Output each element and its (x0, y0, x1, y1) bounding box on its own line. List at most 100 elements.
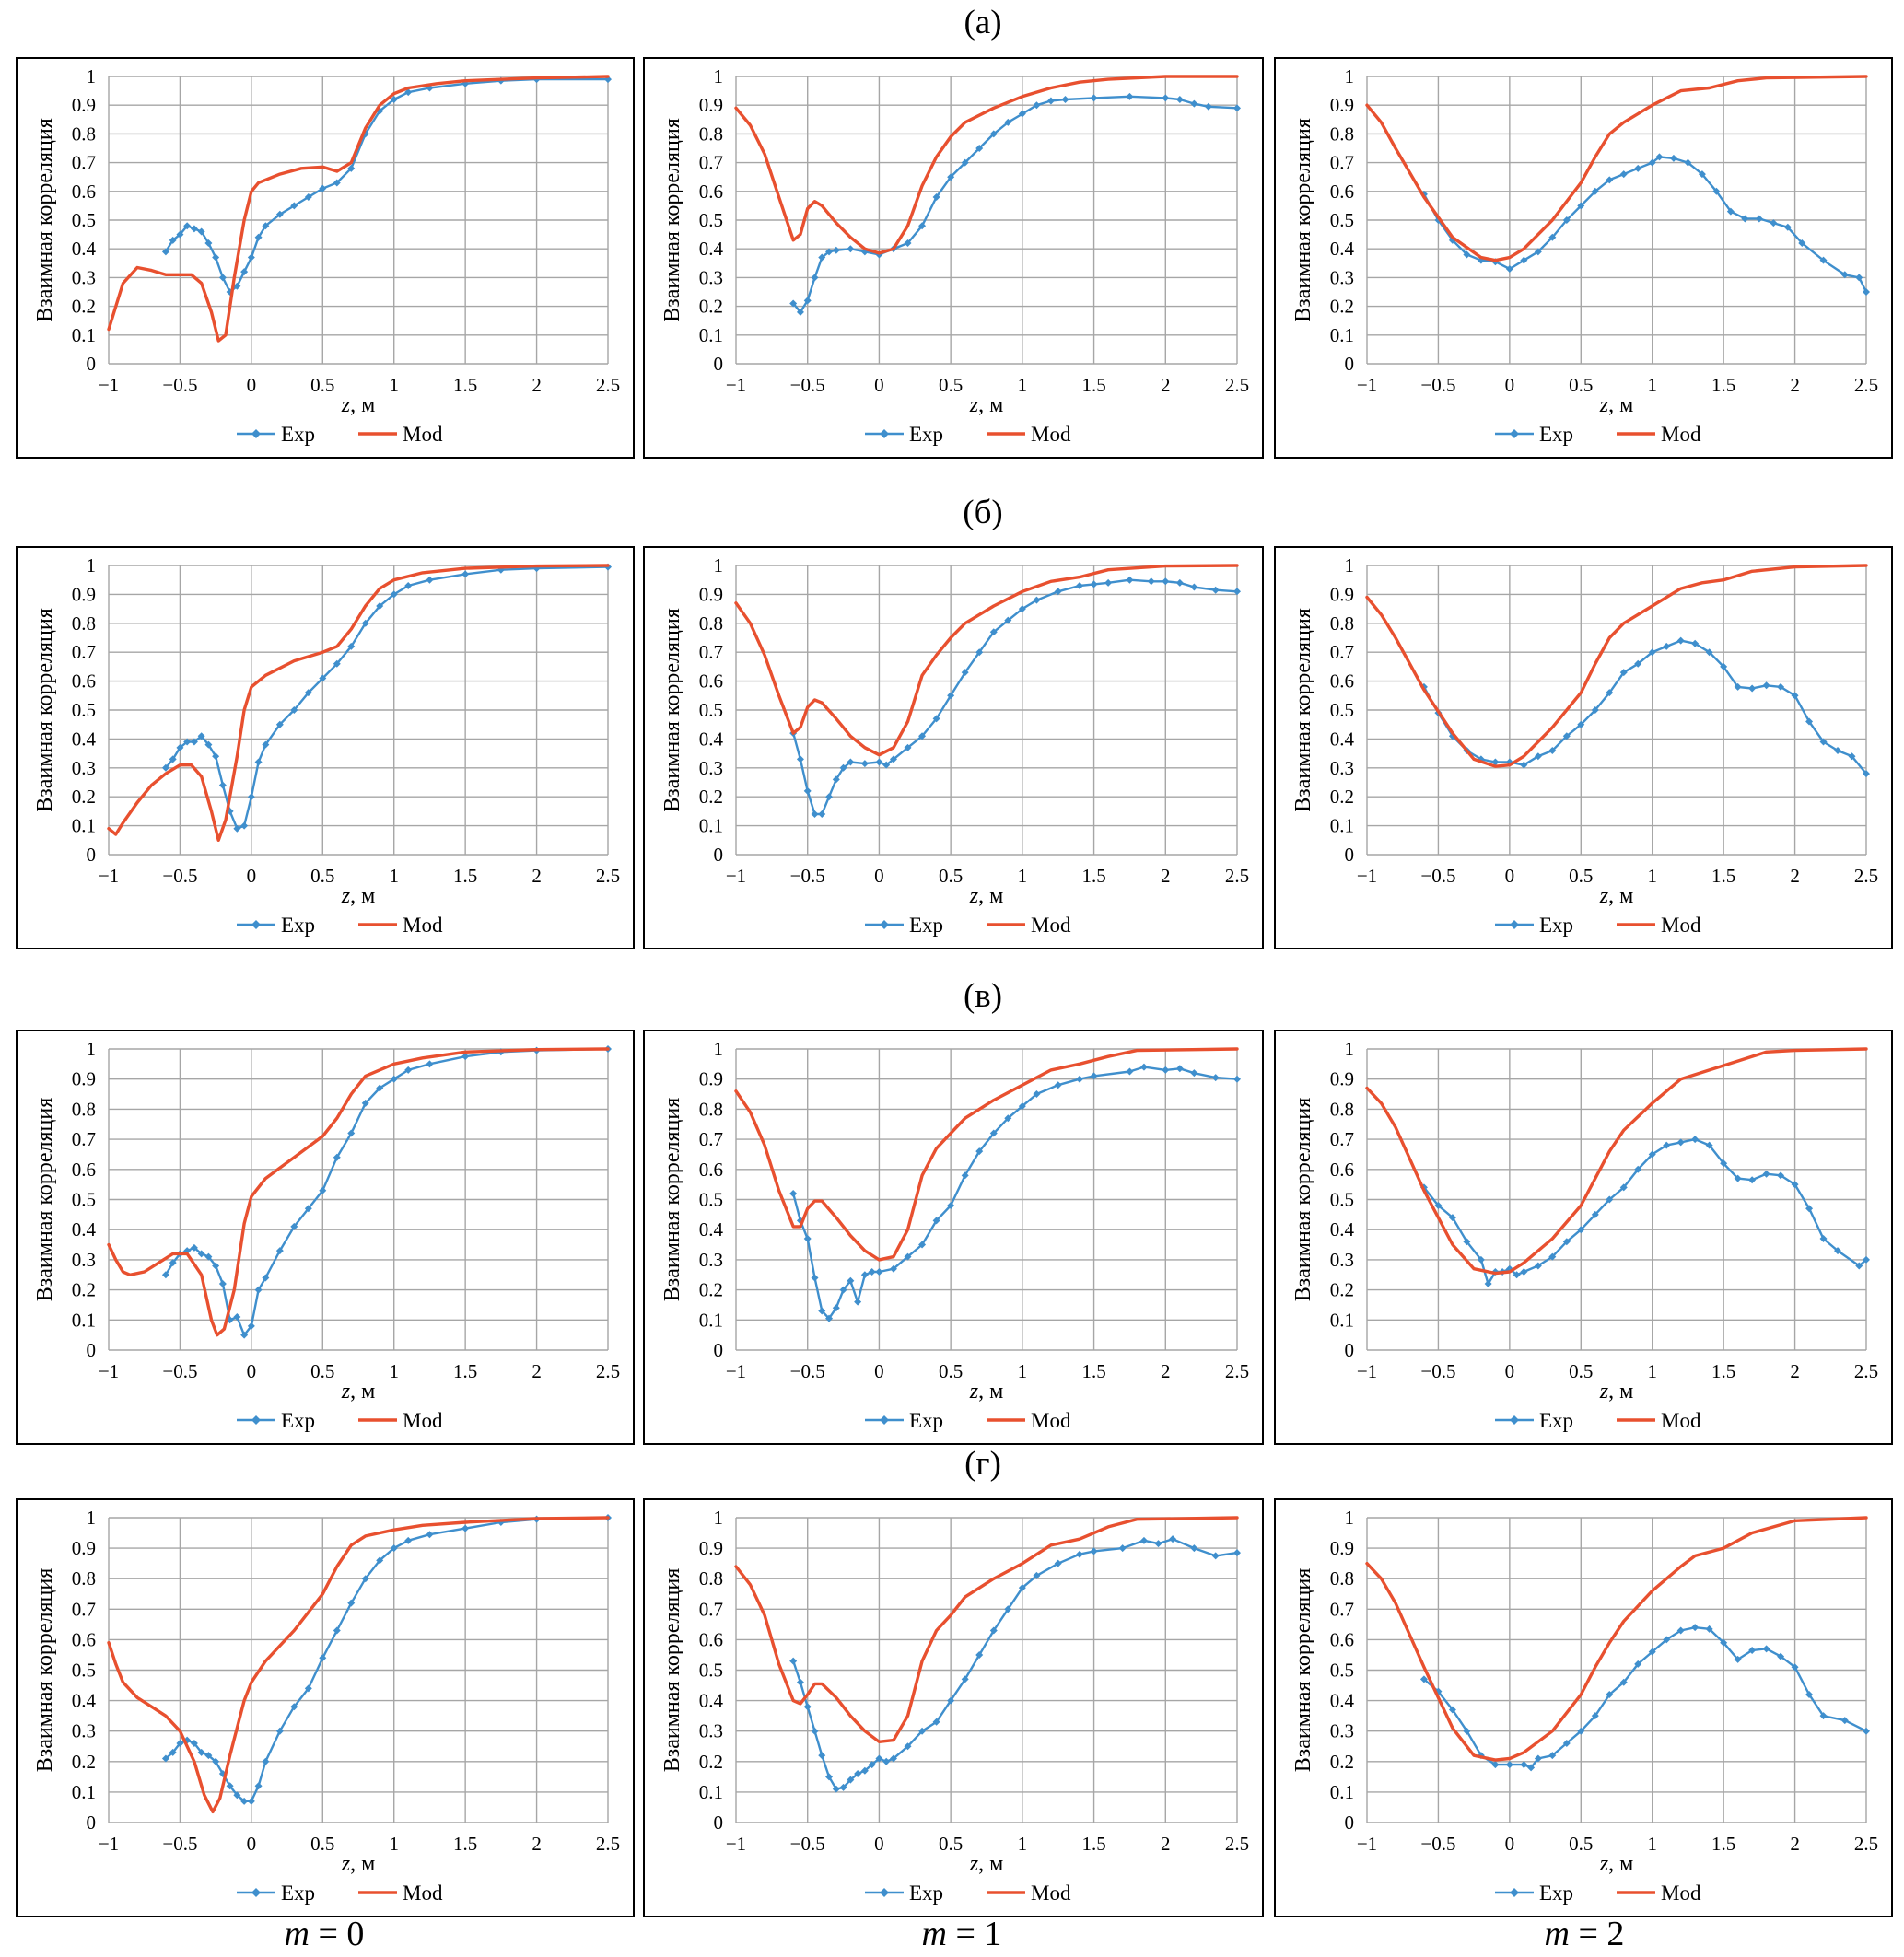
exp-data-point (254, 758, 263, 766)
exp-data-point (1591, 187, 1599, 195)
exp-data-point (1634, 1660, 1642, 1668)
exp-data-point (1798, 239, 1806, 247)
exp-data-point (1162, 94, 1170, 102)
y-tick-label: 0.8 (699, 1098, 723, 1120)
exp-data-point (1548, 746, 1557, 754)
exp-data-point (1175, 578, 1184, 587)
mod-series-line (1365, 1047, 1868, 1276)
exp-data-point (1606, 1195, 1614, 1204)
exp-data-point (461, 570, 470, 578)
x-axis-label-unit: , м (1608, 884, 1633, 908)
exp-data-point (1748, 684, 1757, 693)
x-tick-label: 1.5 (1081, 865, 1105, 887)
exp-data-point (1004, 1605, 1012, 1613)
exp-data-point (875, 758, 883, 766)
x-tick-label: 0.5 (939, 374, 963, 396)
chart-frame (643, 1498, 1264, 1917)
exp-data-point (183, 222, 192, 230)
exp-data-point (1676, 1138, 1685, 1147)
exp-data-point (1591, 1712, 1599, 1720)
x-tick-label: 1 (1647, 865, 1657, 887)
exp-data-point (839, 763, 847, 772)
exp-data-point (1448, 1214, 1456, 1222)
exp-data-point (1190, 583, 1198, 591)
y-tick-label: 0.3 (72, 1720, 96, 1742)
y-tick-label: 0.1 (1330, 815, 1354, 837)
exp-data-point (1477, 1255, 1485, 1264)
exp-data-point (304, 1684, 312, 1693)
exp-data-point (333, 1626, 341, 1635)
x-tick-label: −1 (726, 1360, 746, 1382)
legend-mod-label: Mod (1031, 1881, 1071, 1905)
y-tick-label: 0.8 (1330, 1567, 1354, 1590)
x-axis-label-symbol: z (1599, 1380, 1609, 1404)
y-tick-label: 0.8 (1330, 122, 1354, 145)
exp-data-point (254, 1286, 263, 1294)
y-tick-label: 0.4 (1330, 238, 1355, 260)
x-tick-label: −0.5 (1420, 374, 1455, 396)
x-axis-label-unit: , м (978, 1852, 1003, 1876)
x-tick-label: 0.5 (939, 865, 963, 887)
exp-data-point (262, 222, 270, 230)
exp-data-point (304, 1205, 312, 1213)
exp-data-point (932, 1217, 940, 1225)
exp-data-point (904, 1742, 912, 1751)
x-tick-label: 2 (1790, 1360, 1800, 1382)
column-label-value: = 2 (1570, 1915, 1624, 1953)
y-tick-label: 0.9 (1330, 94, 1354, 116)
exp-data-point (1791, 1663, 1799, 1672)
exp-data-point (169, 755, 177, 763)
exp-data-point (1054, 1081, 1062, 1089)
exp-data-point (818, 1752, 826, 1760)
y-tick-label: 0.3 (1330, 757, 1354, 779)
exp-data-point (1834, 1247, 1842, 1255)
exp-data-point (1648, 158, 1656, 167)
exp-data-point (803, 297, 812, 305)
exp-data-point (1777, 682, 1785, 691)
y-tick-label: 0.7 (699, 152, 723, 174)
chart-panel: −1 −0.5 0 0.5 1 1.5 2 2.5 0 0.1 0.2 0.3 0.4 0.5 0.6 0.7… (1274, 1030, 1893, 1445)
y-tick-label: 0.3 (699, 266, 723, 288)
x-tick-label: 0.5 (939, 1360, 963, 1382)
exp-data-point (1648, 1150, 1656, 1159)
column-label: m = 2 (1545, 1915, 1625, 1953)
exp-data-point (347, 1599, 356, 1607)
x-tick-label: 0.5 (1569, 1360, 1593, 1382)
exp-data-point (918, 222, 927, 230)
exp-data-point (404, 88, 413, 97)
exp-data-point (832, 1304, 840, 1312)
exp-data-point (1190, 1069, 1198, 1078)
exp-data-point (789, 1657, 798, 1665)
panel-row-label: (б) (963, 494, 1002, 531)
y-tick-label: 0.4 (1330, 728, 1355, 750)
exp-data-point (254, 233, 263, 241)
x-tick-label: 1 (389, 374, 399, 396)
exp-data-point (1505, 1761, 1513, 1769)
legend-mod-label: Mod (1661, 1409, 1701, 1432)
exp-data-point (1863, 1727, 1870, 1735)
exp-data-point (226, 1782, 234, 1790)
exp-data-point (882, 1757, 891, 1765)
y-tick-label: 0.9 (699, 1537, 723, 1559)
exp-data-point (860, 760, 869, 768)
exp-data-point (1577, 720, 1585, 728)
y-tick-label: 0.1 (699, 1781, 723, 1803)
x-tick-label: 1 (1647, 374, 1657, 396)
x-axis-label-unit: , м (1608, 1852, 1633, 1876)
legend-exp-marker (251, 920, 261, 929)
exp-data-point (1211, 1074, 1220, 1082)
y-tick-label: 1 (1345, 65, 1355, 87)
exp-data-point (275, 210, 284, 218)
y-tick-label: 0 (714, 844, 724, 866)
chart-frame (16, 546, 635, 949)
exp-data-point (404, 1536, 413, 1544)
column-label-symbol: m (285, 1915, 310, 1953)
exp-data-point (1534, 1754, 1542, 1763)
y-tick-label: 0 (1345, 353, 1355, 375)
chart-panel: −1 −0.5 0 0.5 1 1.5 2 2.5 0 0.1 0.2 0.3 0.4 0.5 0.6 0.7… (16, 546, 635, 949)
x-tick-label: 0.5 (939, 1833, 963, 1855)
exp-data-point (1548, 1752, 1557, 1760)
x-tick-label: 1 (1018, 1833, 1028, 1855)
y-tick-label: 0.5 (72, 699, 96, 721)
y-tick-label: 0.9 (699, 583, 723, 605)
